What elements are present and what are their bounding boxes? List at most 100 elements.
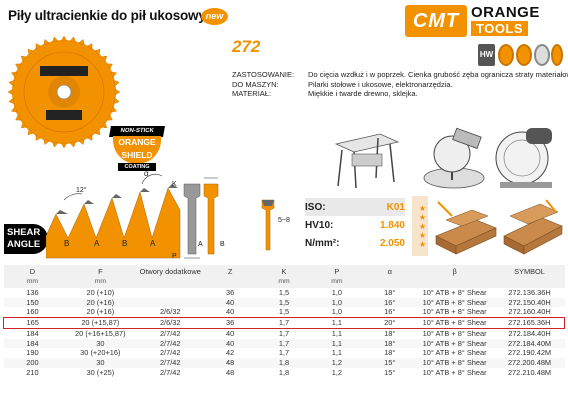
cell-p: 1,0 [308, 297, 365, 308]
blade-icon [551, 44, 563, 66]
cell-beta: 10° ATB + 8° Shear [422, 307, 487, 317]
spec-key: MATERIAŁ: [232, 89, 272, 98]
cell-symbol: 272.210.48M [507, 367, 552, 377]
cell-alpha: 18° [384, 348, 396, 358]
tooth-label-b: B [64, 239, 69, 248]
cell-p: 1,1 [331, 328, 343, 338]
property-value: K01 [386, 201, 405, 213]
col-d-unit: mm [3, 276, 62, 288]
blade-icon [498, 44, 514, 66]
property-key: HV10: [305, 219, 334, 231]
property-row: N/mm²: 2.050 [305, 234, 405, 252]
table-row: 184 20 (+16+15,87) 2/7/42 40 1,7 1,1 18° 10° AT… [4, 328, 565, 338]
cell-symbol: 272.184.40M [494, 338, 565, 349]
cell-z: 48 [201, 357, 260, 368]
cell-f: 20 (+15,87) [61, 317, 140, 329]
col-symbol: SYMBOL [494, 265, 565, 276]
cell-beta: 10° ATB + 8° Shear [422, 328, 487, 338]
cell-z: 48 [226, 367, 235, 377]
quality-stars: ★★★★★ [412, 196, 428, 256]
col-z-unit [201, 276, 260, 288]
cell-holes: 2/6/32 [139, 317, 202, 329]
col-z: Z [201, 265, 260, 276]
property-value: 1.840 [379, 219, 405, 231]
cell-k: 1,8 [278, 367, 290, 377]
cell-alpha: 16° [384, 307, 396, 317]
cell-f: 20 (+16+15,87) [75, 328, 126, 338]
cell-beta: 10° ATB + 8° Shear [422, 367, 487, 377]
cell-z: 40 [201, 338, 260, 349]
cell-d: 160 [26, 307, 39, 317]
circular-saw-image [495, 128, 552, 188]
shield-line1: ORANGE [118, 137, 156, 147]
cell-k: 1,7 [278, 348, 290, 358]
spec-table: D F Otwory dodatkowe Z K P α β SYMBOL mm… [3, 265, 565, 377]
col-alpha: α [364, 265, 415, 276]
cell-f: 30 [61, 357, 140, 368]
cell-p: 1,1 [308, 317, 365, 329]
cell-z: 42 [226, 348, 235, 358]
shear-line2: ANGLE [7, 239, 41, 250]
cell-holes: 2/6/32 [159, 307, 181, 317]
property-key: N/mm²: [305, 237, 340, 249]
tooth-label-a: A [94, 239, 100, 248]
cell-d: 184 [26, 328, 39, 338]
tooth-bevel-diagram: 5~8 [261, 199, 290, 251]
cell-alpha: 16° [364, 297, 415, 308]
cell-k: 1,5 [278, 307, 290, 317]
property-key: ISO: [305, 201, 326, 213]
cell-holes: 2/7/42 [139, 338, 202, 349]
cell-d: 184 [3, 338, 62, 349]
cell-f: 20 (+16) [86, 307, 115, 317]
col-symbol-unit [494, 276, 565, 288]
col-holes: Otwory dodatkowe [139, 265, 202, 276]
property-row: ISO: K01 [305, 198, 405, 216]
col-k-unit: mm [259, 276, 309, 288]
miter-saw-image [423, 127, 485, 189]
cell-k: 1,8 [259, 357, 309, 368]
cell-beta: 10° ATB + 8° Shear [414, 338, 495, 349]
cell-symbol: 272.165.36H [494, 317, 565, 329]
cell-beta: 10° ATB + 8° Shear [422, 348, 487, 358]
cell-holes: 2/7/42 [139, 357, 202, 368]
cell-k: 1,7 [259, 338, 309, 349]
cell-beta: 10° ATB + 8° Shear [422, 288, 487, 297]
cell-z: 40 [226, 307, 235, 317]
col-beta-unit [414, 276, 495, 288]
label-5-8: 5~8 [278, 217, 290, 224]
spec-row: ZASTOSOWANIE: Do cięcia wzdłuż i w poprz… [232, 70, 568, 80]
tooth-label-a: A [150, 239, 156, 248]
col-p-unit: mm [308, 276, 365, 288]
tooth-side-diagram: K P A B [172, 177, 225, 260]
cell-beta: 10° ATB + 8° Shear [414, 297, 495, 308]
logo-orange: ORANGE [471, 4, 540, 21]
table-row: 210 30 (+25) 2/7/42 48 1,8 1,2 15° 10° ATB + 8°… [4, 368, 565, 378]
cell-alpha: 18° [384, 288, 396, 297]
col-f-unit: mm [61, 276, 140, 288]
tooth-label-b: B [122, 239, 127, 248]
cell-symbol: 272.200.48M [494, 357, 565, 368]
angle-12-label: 12° [76, 186, 87, 194]
label-k: K [172, 181, 177, 188]
table-row: 165 20 (+15,87) 2/6/32 36 1,7 1,1 20° 10° ATB +… [3, 317, 565, 329]
table-row: 150 20 (+16) 40 1,5 1,0 16° 10° ATB + 8° Shear… [3, 297, 565, 308]
hw-badge: HW [478, 44, 495, 66]
property-value: 2.050 [379, 237, 405, 249]
cell-p: 1,0 [331, 307, 343, 317]
logo-tools: TOOLS [471, 21, 529, 36]
table-row: 190 30 (+20+16) 2/7/42 42 1,7 1,1 18° 10° ATB +… [4, 348, 565, 358]
wood-cut-image [503, 199, 563, 255]
cell-beta: 10° ATB + 8° Shear [414, 317, 495, 329]
cell-z: 40 [226, 328, 235, 338]
blade-icon [534, 44, 550, 66]
cell-symbol: 272.160.40H [508, 307, 551, 317]
coating-label: COATING [118, 163, 156, 171]
table-saw-image [334, 133, 400, 189]
col-d: D [3, 265, 62, 276]
label-a: A [198, 241, 203, 248]
table-row: 136 20 (+10) 36 1,5 1,0 18° 10° ATB + 8° Shear… [4, 288, 565, 298]
table-row: 200 30 2/7/42 48 1,8 1,2 15° 10° ATB + 8° Shear… [3, 357, 565, 368]
cell-alpha: 15° [384, 367, 396, 377]
cell-p: 1,0 [331, 288, 343, 297]
spec-list: ZASTOSOWANIE: Do cięcia wzdłuż i w poprz… [232, 70, 568, 99]
